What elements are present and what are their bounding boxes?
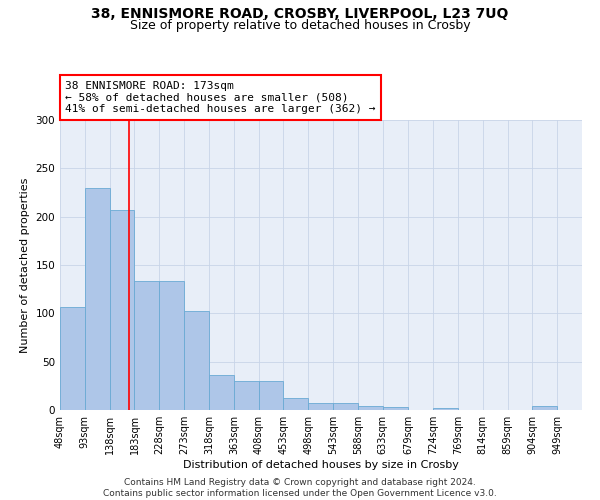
Bar — [259, 381, 283, 410]
Bar — [532, 406, 557, 410]
Bar — [358, 406, 383, 410]
Bar — [85, 188, 110, 410]
Bar — [209, 375, 234, 410]
Bar — [308, 403, 333, 410]
Bar — [383, 407, 408, 410]
Text: Size of property relative to detached houses in Crosby: Size of property relative to detached ho… — [130, 19, 470, 32]
Bar — [184, 312, 209, 410]
Bar — [134, 282, 160, 410]
Bar — [283, 398, 308, 410]
Text: Contains HM Land Registry data © Crown copyright and database right 2024.
Contai: Contains HM Land Registry data © Crown c… — [103, 478, 497, 498]
Y-axis label: Number of detached properties: Number of detached properties — [20, 178, 30, 352]
Bar — [333, 403, 358, 410]
Bar — [110, 210, 134, 410]
Bar — [160, 282, 184, 410]
Bar — [60, 306, 85, 410]
Bar — [433, 408, 458, 410]
X-axis label: Distribution of detached houses by size in Crosby: Distribution of detached houses by size … — [183, 460, 459, 470]
Text: 38, ENNISMORE ROAD, CROSBY, LIVERPOOL, L23 7UQ: 38, ENNISMORE ROAD, CROSBY, LIVERPOOL, L… — [91, 8, 509, 22]
Bar — [234, 381, 259, 410]
Text: 38 ENNISMORE ROAD: 173sqm
← 58% of detached houses are smaller (508)
41% of semi: 38 ENNISMORE ROAD: 173sqm ← 58% of detac… — [65, 81, 376, 114]
